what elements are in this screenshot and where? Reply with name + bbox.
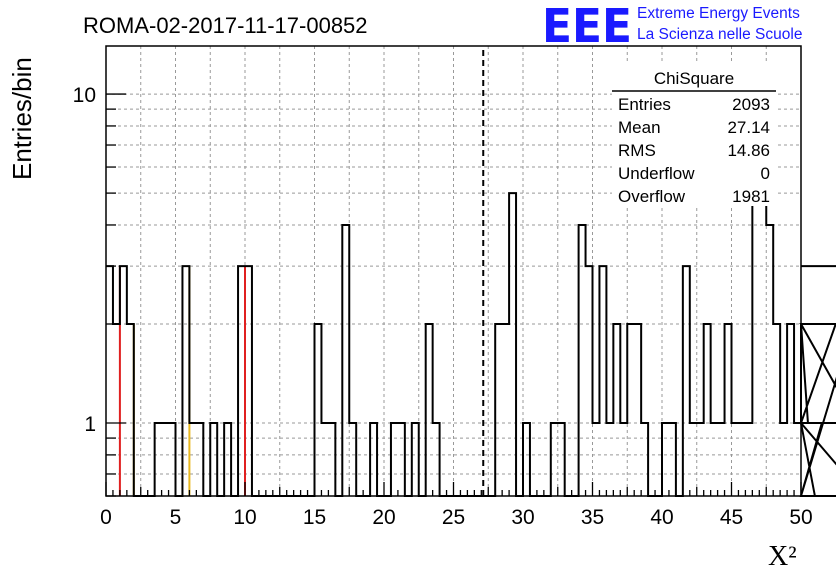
reference-lines (118, 46, 485, 496)
x-tick-label: 45 (720, 506, 743, 529)
stats-value: 0 (761, 164, 770, 183)
x-axis-label: X² (768, 541, 797, 572)
x-tick-label: 0 (100, 506, 112, 529)
eee-logo-mark: EEE (542, 0, 632, 53)
stats-label: Entries (618, 95, 671, 114)
x-tick-label: 25 (442, 506, 465, 529)
eee-logo-line1: Extreme Energy Events (637, 5, 800, 22)
stats-value: 2093 (732, 95, 770, 114)
eee-logo-line2: La Scienza nelle Scuole (637, 26, 802, 43)
x-tick-label: 50 (789, 506, 812, 529)
x-tick-label: 35 (581, 506, 604, 529)
x-tick-label: 5 (170, 506, 182, 529)
stats-value: 27.14 (727, 118, 770, 137)
stats-label: Overflow (618, 187, 686, 206)
eee-logo: EEE Extreme Energy Events La Scienza nel… (542, 0, 802, 53)
stats-box-title: ChiSquare (654, 69, 734, 88)
axis-ticks: 0 5 10 15 20 25 30 35 40 45 50 1 10 (73, 84, 813, 529)
stats-value: 14.86 (727, 141, 770, 160)
y-tick-label: 1 (84, 413, 96, 436)
x-tick-label: 40 (650, 506, 673, 529)
x-tick-label: 20 (372, 506, 395, 529)
stats-box: ChiSquare Entries 2093 Mean 27.14 RMS 14.86 Un… (612, 63, 776, 206)
stats-value: 1981 (732, 187, 770, 206)
y-axis-label: Entries/bin (7, 57, 37, 180)
stats-label: Underflow (618, 164, 695, 183)
stats-label: RMS (618, 141, 656, 160)
x-tick-label: 30 (511, 506, 534, 529)
stats-box-background (612, 63, 776, 206)
y-tick-label: 10 (73, 84, 96, 107)
stats-label: Mean (618, 118, 661, 137)
chart-title: ROMA-02-2017-11-17-00852 (83, 13, 368, 38)
x-tick-label: 10 (233, 506, 256, 529)
x-tick-label: 15 (303, 506, 326, 529)
